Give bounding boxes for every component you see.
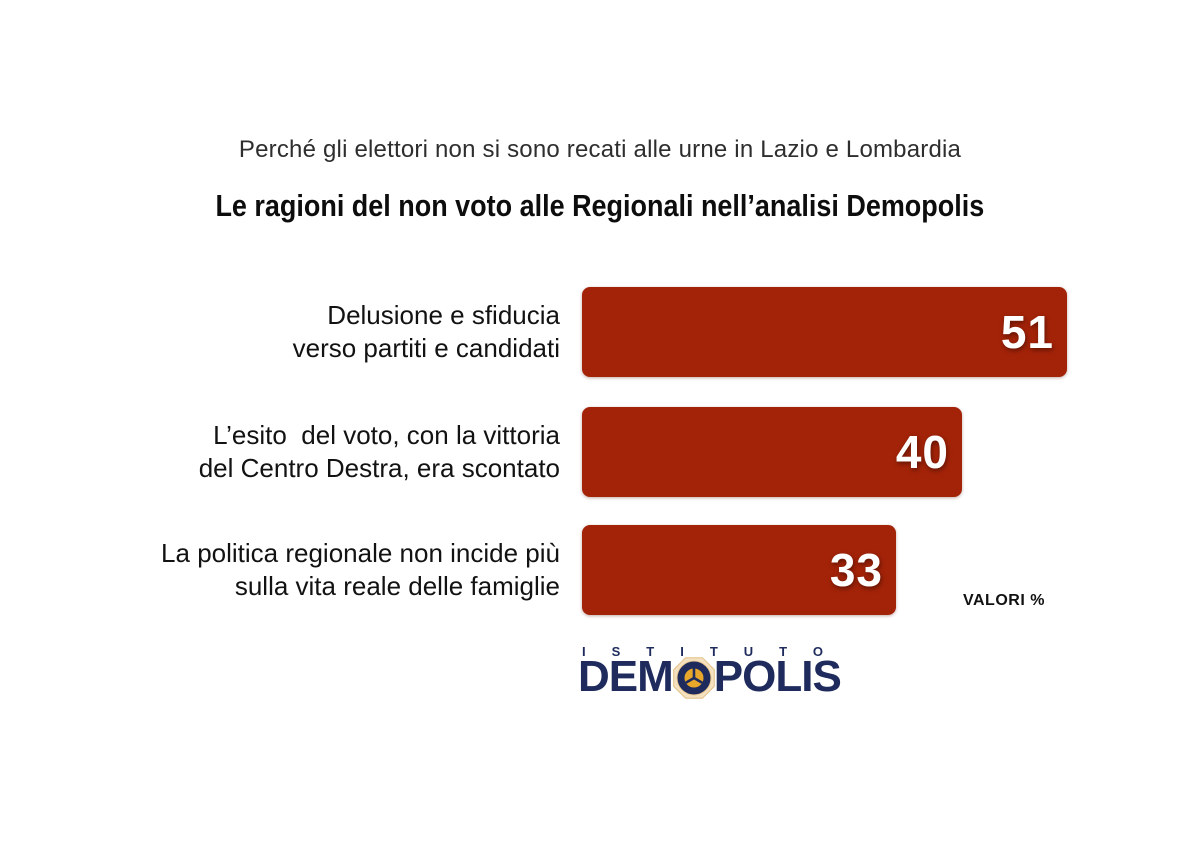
demopolis-emblem-icon (672, 657, 715, 699)
logo-demopolis-text: DEM POLIS (578, 652, 868, 701)
chart-row: La politica regionale non incide più sul… (0, 525, 1200, 615)
bar-label-line-2: verso partiti e candidati (292, 333, 560, 363)
chart-row: Delusione e sfiducia verso partiti e can… (0, 287, 1200, 377)
bar: 51 (582, 287, 1067, 377)
bar-value: 40 (895, 426, 949, 478)
bar-label-line-1: La politica regionale non incide più (161, 538, 560, 568)
bar-label-line-2: sulla vita reale delle famiglie (234, 571, 560, 601)
demopolis-logo: ISTITUTO DEM POLIS (578, 644, 868, 704)
page-title: Le ragioni del non voto alle Regionali n… (0, 188, 1200, 224)
bar-value: 33 (829, 544, 883, 596)
values-unit-label: VALORI % (963, 592, 1045, 609)
bar-value: 51 (1000, 306, 1054, 358)
bar-label-line-2: del Centro Destra, era scontato (198, 453, 560, 483)
page-title-text: Le ragioni del non voto alle Regionali n… (215, 188, 985, 223)
logo-istituto-text: ISTITUTO (582, 644, 849, 659)
chart-row: L’esito del voto, con la vittoria del Ce… (0, 407, 1200, 497)
logo-demopolis-pre: DEM (578, 652, 674, 701)
bar: 40 (582, 407, 962, 497)
logo-demopolis-post: POLIS (713, 652, 842, 701)
bar-label-line-1: L’esito del voto, con la vittoria (213, 420, 560, 450)
bar-label-line-1: Delusione e sfiducia (327, 300, 560, 330)
bar-label: Delusione e sfiducia verso partiti e can… (60, 287, 560, 377)
page-subtitle: Perché gli elettori non si sono recati a… (238, 136, 962, 163)
bar-label: La politica regionale non incide più sul… (60, 525, 560, 615)
bar: 33 (582, 525, 896, 615)
bar-label: L’esito del voto, con la vittoria del Ce… (60, 407, 560, 497)
